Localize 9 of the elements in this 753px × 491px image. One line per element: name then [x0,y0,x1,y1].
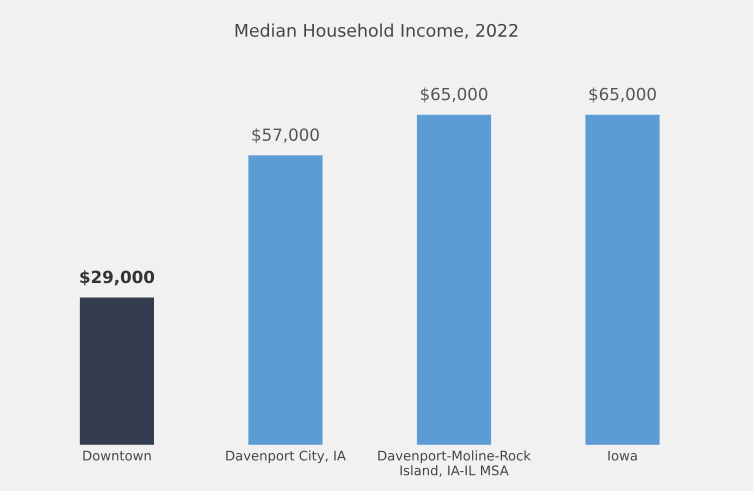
x-tick-label: Iowa [608,450,637,461]
x-tick-label: Davenport City, IA [226,450,346,464]
x-tick-label: Davenport-Moline-Rock Island, IA-IL MSA [378,450,531,477]
data-label: $29,000 [80,270,154,286]
data-label: $65,000 [420,87,488,103]
chart-title: Median Household Income, 2022 [236,24,518,39]
data-label: $65,000 [589,87,656,103]
x-tick-label: Downtown [83,450,151,461]
data-label: $57,000 [252,128,319,144]
